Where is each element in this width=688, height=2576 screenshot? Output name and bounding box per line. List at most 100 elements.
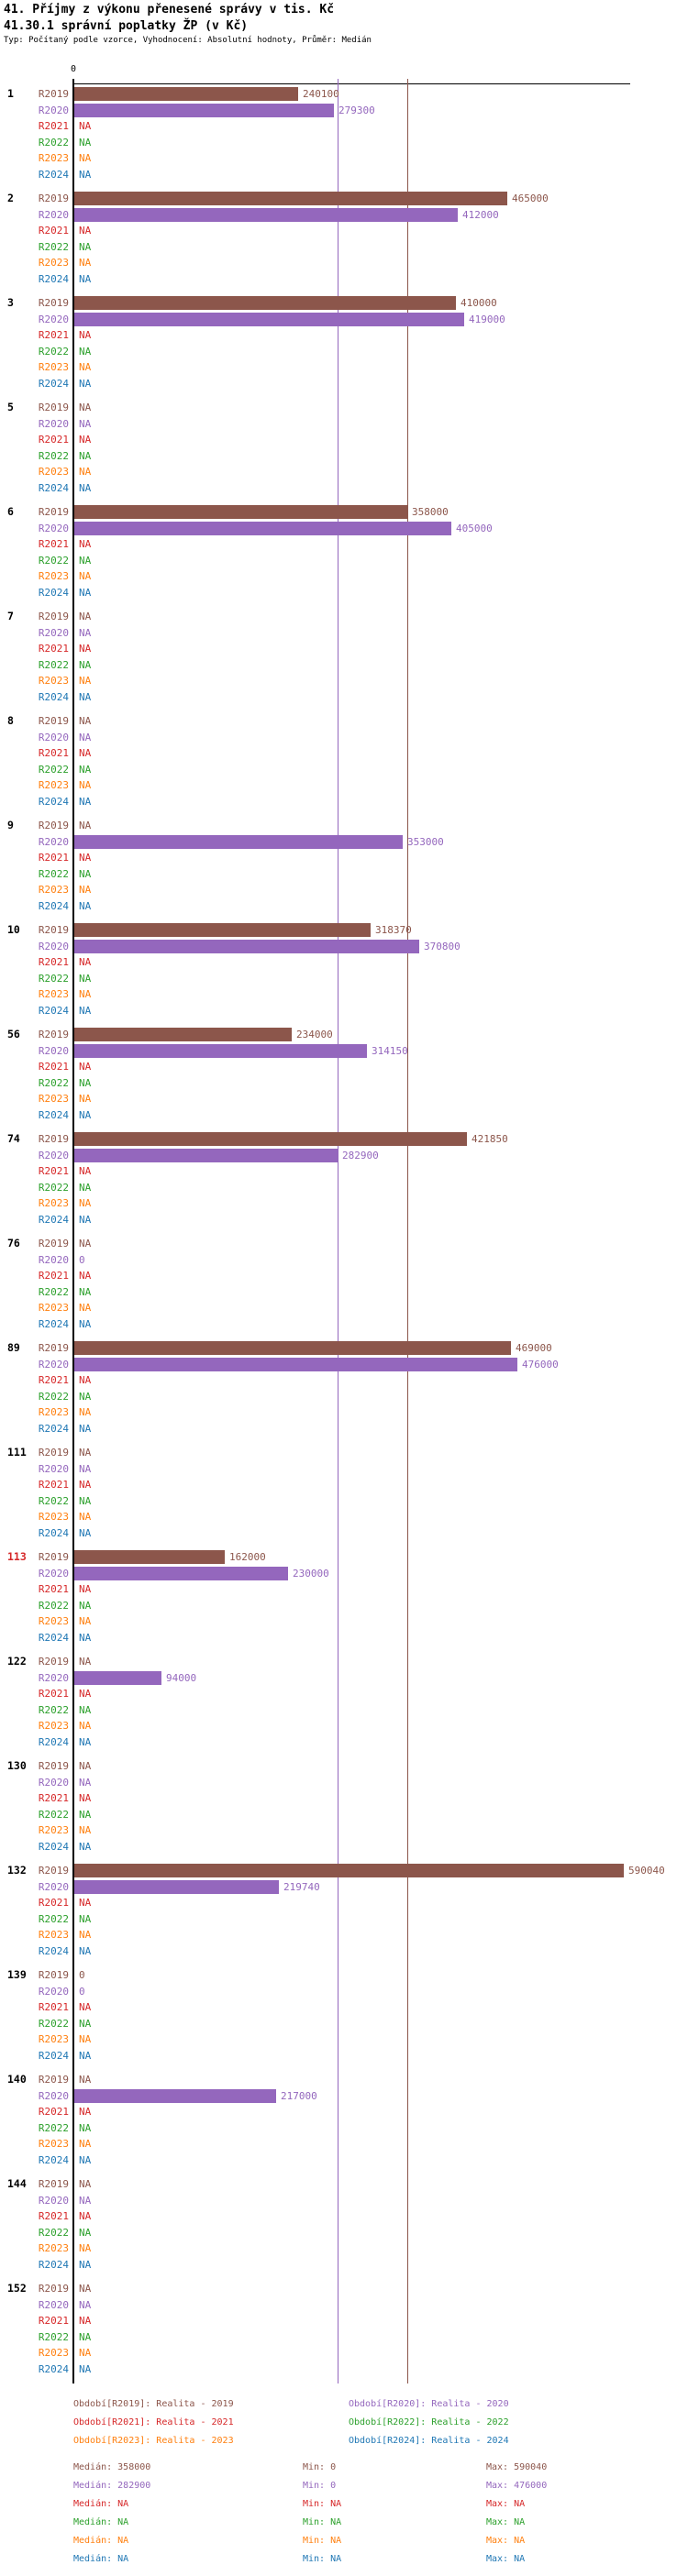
series-row-label: R2022 [38, 1703, 69, 1716]
series-row-label: R2022 [38, 658, 69, 671]
value-label: 230000 [293, 1567, 329, 1580]
series-row-label: R2022 [38, 1181, 69, 1194]
legend-item-R2019: Období[R2019]: Realita - 2019 [73, 2399, 234, 2409]
series-row-label: R2019 [38, 820, 69, 831]
category-group-76: 76 R2019 NA R2020 0 R2021 NA R2022 NA R2023 NA R202… [0, 1236, 688, 1332]
series-row: R2024 NA [0, 1630, 688, 1646]
series-row-label: R2021 [38, 1479, 69, 1491]
series-row: R2021 NA [0, 1581, 688, 1598]
series-row-label: R2022 [38, 763, 69, 776]
median-line-R2019 [407, 79, 408, 2383]
na-label: NA [79, 120, 92, 132]
series-row-label: R2023 [38, 1929, 69, 1941]
series-row-label: R2021 [38, 2315, 69, 2327]
series-row: R2024 NA [0, 1421, 688, 1437]
na-label: NA [79, 1840, 92, 1853]
series-row: R2023 NA [0, 2345, 688, 2361]
series-row-label: R2021 [38, 538, 69, 550]
series-row: R2019 NA [0, 1654, 688, 1670]
series-row-label: R2022 [38, 2121, 69, 2134]
series-row: R2020 NA [0, 416, 688, 433]
series-row-label: R2021 [38, 1270, 69, 1282]
series-row-label: R2020 [38, 522, 69, 534]
series-row-label: R2023 [38, 361, 69, 373]
series-row-label: R2019 [38, 1447, 69, 1459]
series-row: R2022 NA [0, 2120, 688, 2137]
median-stat-R2024: Medián: NA [73, 2554, 129, 2564]
series-row: R2022 NA [0, 1493, 688, 1510]
na-label: NA [79, 884, 92, 896]
series-row-label: R2023 [38, 1197, 69, 1209]
na-label: NA [79, 1238, 92, 1249]
series-row-label: R2020 [38, 2194, 69, 2207]
category-group-152: 152 R2019 NA R2020 NA R2021 NA R2022 NA R2023 NA R2… [0, 2281, 688, 2377]
series-row-label: R2021 [38, 1165, 69, 1177]
na-label: NA [79, 715, 92, 727]
series-row: R2023 NA [0, 359, 688, 376]
series-row: R2019 NA [0, 1445, 688, 1461]
series-row-label: R2024 [38, 899, 69, 912]
series-row: R2021 NA [0, 1790, 688, 1807]
category-group-7: 7 R2019 NA R2020 NA R2021 NA R2022 NA R2023 NA R202… [0, 609, 688, 705]
legend-item-R2020: Období[R2020]: Realita - 2020 [349, 2399, 509, 2409]
series-row: R2023 NA [0, 1091, 688, 1107]
category-label: 2 [7, 192, 14, 204]
series-row-label: R2024 [38, 168, 69, 181]
na-label: NA [79, 2017, 92, 2030]
na-label: NA [79, 2210, 92, 2222]
series-row-label: R2019 [38, 1342, 69, 1354]
na-label: NA [79, 2258, 92, 2271]
na-label: NA [79, 1688, 92, 1700]
category-group-132: 132 R2019 590040 R2020 219740 R2021 NA R2022 NA R… [0, 1863, 688, 1959]
na-label: NA [79, 1526, 92, 1539]
na-label: NA [79, 2226, 92, 2239]
series-row: R2019 NA [0, 400, 688, 416]
value-label: 410000 [461, 297, 497, 309]
value-bar-R2020 [74, 207, 458, 222]
series-row-label: R2022 [38, 554, 69, 567]
na-label: NA [79, 1897, 92, 1909]
series-row: R2022 NA [0, 1284, 688, 1301]
series-row-label: R2019 [38, 924, 69, 936]
series-row: R2019 NA [0, 1236, 688, 1252]
series-row: R2020 0 [0, 1984, 688, 2000]
value-bar-R2020 [74, 2088, 276, 2103]
series-row: R2024 NA [0, 898, 688, 915]
na-label: NA [79, 2298, 92, 2311]
na-label: NA [79, 402, 92, 413]
na-label: NA [79, 611, 92, 622]
series-row-label: R2021 [38, 2210, 69, 2222]
series-row-label: R2020 [38, 1358, 69, 1371]
na-label: NA [79, 2194, 92, 2207]
median-stat-R2023: Medián: NA [73, 2536, 129, 2546]
series-row: R2020 370800 [0, 939, 688, 955]
category-group-113: 113 R2019 162000 R2020 230000 R2021 NA R2022 NA R… [0, 1549, 688, 1646]
series-row: R2023 NA [0, 1195, 688, 1212]
category-label: 7 [7, 610, 14, 622]
series-row: R2020 353000 [0, 834, 688, 851]
series-row-label: R2021 [38, 852, 69, 864]
value-label: 94000 [166, 1671, 197, 1684]
series-row-label: R2023 [38, 2138, 69, 2150]
min-stat-R2020: Min: 0 [303, 2481, 337, 2491]
value-bar-R2020 [74, 1566, 288, 1580]
na-label: NA [79, 1317, 92, 1330]
series-row: R2024 NA [0, 1316, 688, 1333]
series-row-label: R2022 [38, 2226, 69, 2239]
series-row-label: R2020 [38, 104, 69, 116]
series-row-label: R2022 [38, 449, 69, 462]
series-row: R2022 NA [0, 1598, 688, 1614]
series-row-label: R2021 [38, 434, 69, 446]
category-group-2: 2 R2019 465000 R2020 412000 R2021 NA R2022 NA R20… [0, 191, 688, 287]
series-row: R2023 NA [0, 1404, 688, 1421]
na-label: NA [79, 867, 92, 880]
category-label: 5 [7, 401, 14, 413]
series-row-label: R2024 [38, 795, 69, 808]
series-row: R2024 NA [0, 794, 688, 810]
na-label: NA [79, 690, 92, 703]
value-label: 590040 [628, 1865, 665, 1877]
na-label: NA [79, 1583, 92, 1595]
category-group-111: 111 R2019 NA R2020 NA R2021 NA R2022 NA R2023 NA R2… [0, 1445, 688, 1541]
value-bar-R2020 [74, 103, 334, 117]
category-label: 111 [7, 1446, 27, 1459]
